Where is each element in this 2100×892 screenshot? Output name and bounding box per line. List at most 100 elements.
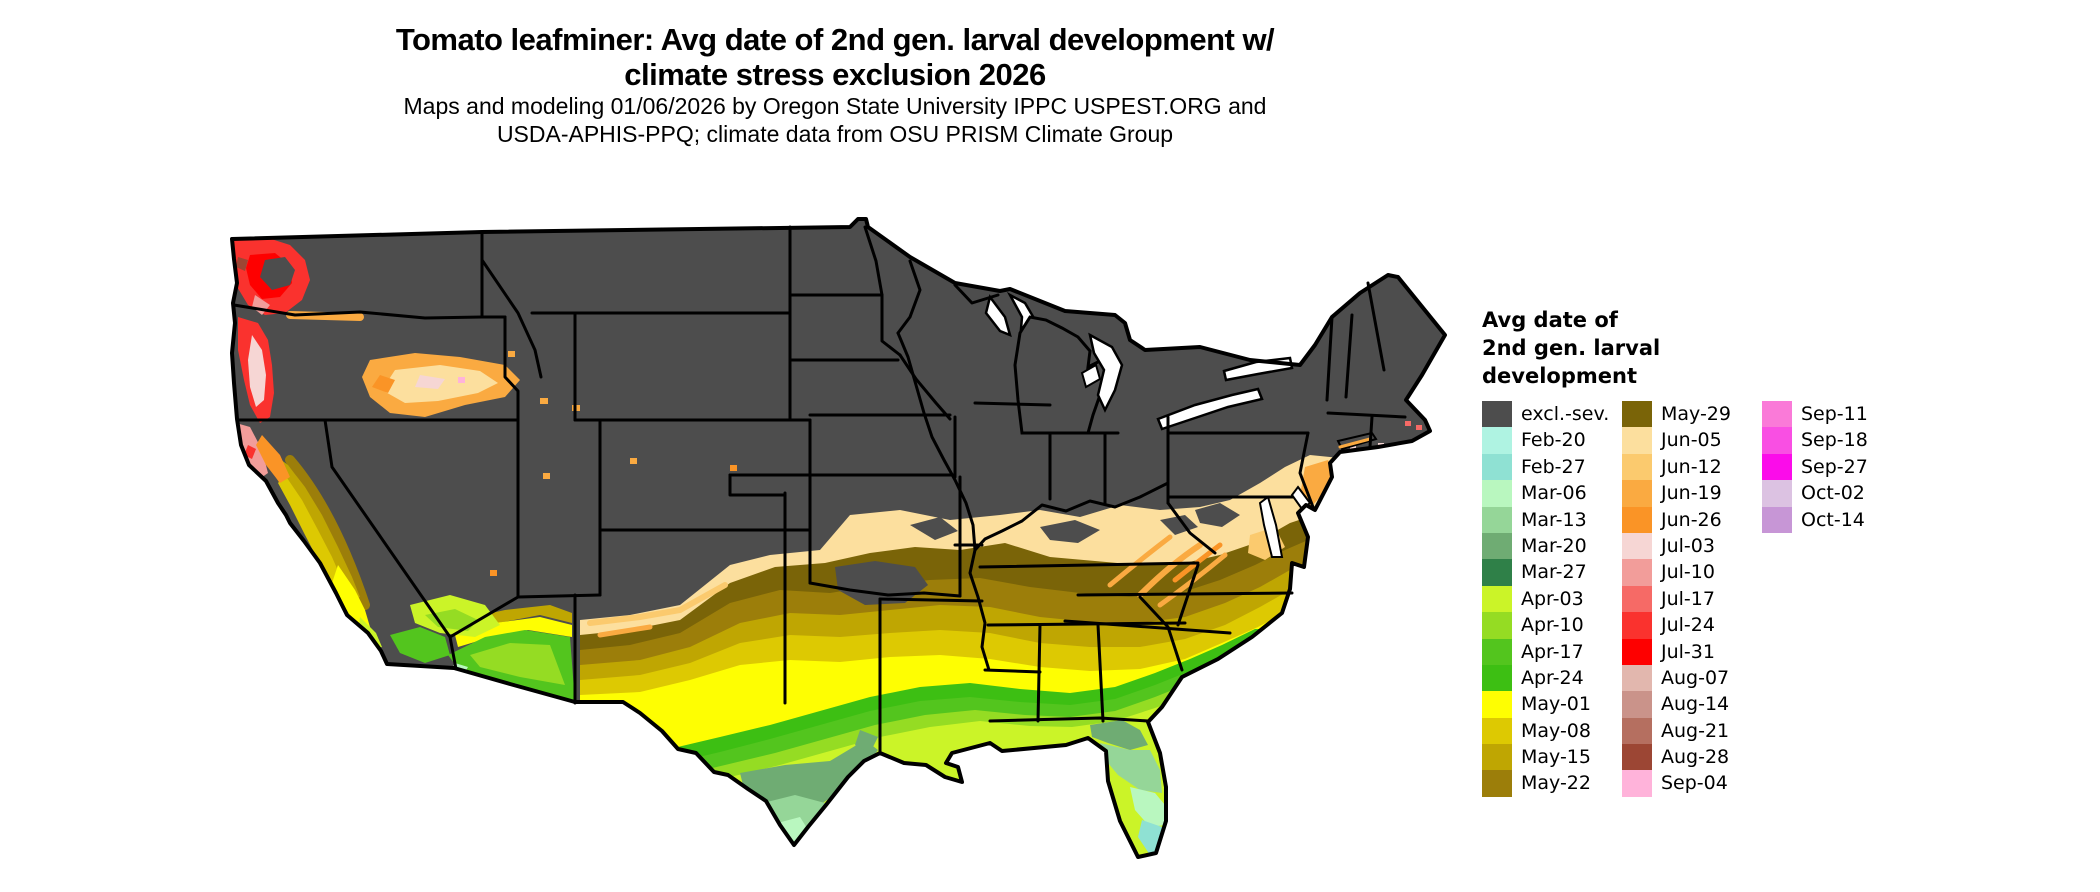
legend-item: Apr-17 <box>1482 638 1622 665</box>
legend-item: May-22 <box>1482 770 1622 797</box>
legend-label: May-29 <box>1661 403 1731 425</box>
legend-item: Feb-20 <box>1482 427 1622 454</box>
legend-label: Apr-03 <box>1521 587 1584 610</box>
legend-label: Jun-12 <box>1661 455 1722 478</box>
region-appalachia-orange-4 <box>1172 542 1223 583</box>
legend-swatch <box>1622 612 1652 639</box>
legend-label: Jul-10 <box>1661 561 1715 584</box>
legend-item: May-29 <box>1622 401 1762 428</box>
legend-label: Aug-28 <box>1661 746 1730 769</box>
legend-title-line-2: 2nd gen. larval <box>1482 336 1661 360</box>
legend-swatch <box>1622 427 1652 454</box>
legend-label: Oct-02 <box>1801 482 1865 505</box>
legend-item: Jul-31 <box>1622 638 1762 665</box>
legend-swatch <box>1482 638 1512 665</box>
legend-item: Apr-24 <box>1482 664 1622 692</box>
legend-swatch <box>1622 585 1652 613</box>
legend-columns: excl.-sev. Feb-20 Feb-27 Mar-06 Mar-13 Mar-20… <box>1482 401 1922 797</box>
legend-column-2: May-29 Jun-05 Jun-12 Jun-19 Jun-26 Jul-03 Jul-… <box>1622 401 1762 797</box>
legend-label: Aug-21 <box>1661 719 1730 742</box>
legend-item: Aug-14 <box>1622 691 1762 718</box>
legend-item: Mar-27 <box>1482 559 1622 586</box>
page-title: Tomato leafminer: Avg date of 2nd gen. l… <box>170 22 1500 92</box>
legend-label: excl.-sev. <box>1521 403 1610 425</box>
legend-swatch <box>1762 401 1792 428</box>
long-island-orange-fringe <box>1338 437 1372 449</box>
legend-swatch <box>1762 427 1792 454</box>
region-nm-orange-fringe-1 <box>587 582 728 626</box>
legend-swatch <box>1482 691 1512 718</box>
legend-swatch <box>1622 664 1652 692</box>
legend-label: Apr-24 <box>1521 666 1584 689</box>
legend-label: Oct-14 <box>1801 508 1865 531</box>
legend-swatch <box>1622 559 1652 586</box>
region-willamette-jul03 <box>248 335 266 407</box>
legend-swatch <box>1622 717 1652 745</box>
us-map-svg <box>230 217 1447 859</box>
legend-item: May-15 <box>1482 744 1622 771</box>
legend-swatch <box>1762 453 1792 481</box>
legend-label: Mar-27 <box>1521 561 1587 584</box>
legend-item: Aug-07 <box>1622 664 1762 692</box>
legend-label: Sep-04 <box>1661 772 1728 795</box>
legend-item: Mar-13 <box>1482 506 1622 533</box>
region-wv-gray-1 <box>1195 503 1240 527</box>
legend-swatch <box>1622 506 1652 533</box>
legend-item: May-01 <box>1482 691 1622 718</box>
region-sw-or-jun26 <box>256 435 290 483</box>
legend: Avg date of 2nd gen. larval development … <box>1482 306 1922 797</box>
lake-huron <box>1088 332 1124 413</box>
legend-swatch <box>1622 770 1652 797</box>
region-nm-orange-fringe-2 <box>597 624 653 638</box>
region-ca-coast-jul03-1 <box>244 483 262 507</box>
legend-item: Apr-10 <box>1482 612 1622 639</box>
us-choropleth-map <box>210 165 1460 885</box>
legend-item: Sep-11 <box>1762 401 1912 428</box>
legend-label: May-15 <box>1521 746 1591 769</box>
region-fl-mar13 <box>1100 743 1162 793</box>
chesapeake-bay <box>1258 495 1284 558</box>
legend-column-1: excl.-sev. Feb-20 Feb-27 Mar-06 Mar-13 Mar-20… <box>1482 401 1622 797</box>
legend-item: Mar-20 <box>1482 532 1622 560</box>
region-az-yellow-fringe <box>455 617 572 647</box>
legend-swatch <box>1482 717 1512 745</box>
region-valley-south-yellow <box>332 565 370 630</box>
legend-label: Jun-19 <box>1661 482 1722 505</box>
legend-label: Mar-13 <box>1521 508 1587 531</box>
legend-item: Sep-27 <box>1762 453 1912 481</box>
subtitle-line-1: Maps and modeling 01/06/2026 by Oregon S… <box>403 93 1267 119</box>
legend-label: Jul-24 <box>1661 614 1715 637</box>
region-columbia-basin-jun26 <box>372 375 395 393</box>
legend-swatch <box>1482 506 1512 533</box>
legend-item: Aug-28 <box>1622 744 1762 771</box>
saginaw-bay <box>1080 363 1102 389</box>
region-appalachia-orange-3 <box>1107 534 1173 588</box>
legend-swatch <box>1622 744 1652 771</box>
legend-label: Jul-17 <box>1661 587 1715 610</box>
subtitle-line-2: USDA-APHIS-PPQ; climate data from OSU PR… <box>496 121 1174 147</box>
legend-swatch <box>1482 559 1512 586</box>
legend-swatch <box>1482 585 1512 613</box>
legend-title-line-1: Avg date of <box>1482 308 1618 332</box>
region-wa-aug28-dot <box>236 257 248 271</box>
legend-item: Oct-02 <box>1762 480 1912 507</box>
legend-label: May-01 <box>1521 693 1591 716</box>
legend-swatch <box>1622 532 1652 560</box>
legend-label: Aug-07 <box>1661 666 1730 689</box>
legend-label: Mar-06 <box>1521 482 1587 505</box>
legend-swatch <box>1622 401 1652 428</box>
region-houston-mar20 <box>855 730 878 753</box>
legend-item: Jul-10 <box>1622 559 1762 586</box>
legend-column-3: Sep-11 Sep-18 Sep-27 Oct-02 Oct-14 <box>1762 401 1912 797</box>
legend-label: Jun-05 <box>1661 429 1722 452</box>
region-ca-coast-jul03-2 <box>290 550 310 577</box>
region-mojave-apr10 <box>425 609 478 631</box>
legend-label: Aug-14 <box>1661 693 1730 716</box>
legend-swatch <box>1622 453 1652 481</box>
legend-label: May-08 <box>1521 719 1591 742</box>
legend-label: Jul-31 <box>1661 640 1715 663</box>
title-line-1: Tomato leafminer: Avg date of 2nd gen. l… <box>395 22 1275 57</box>
region-stx-mar20 <box>740 740 878 810</box>
region-columbia-sep04-dot <box>458 377 465 383</box>
legend-swatch <box>1482 744 1512 771</box>
